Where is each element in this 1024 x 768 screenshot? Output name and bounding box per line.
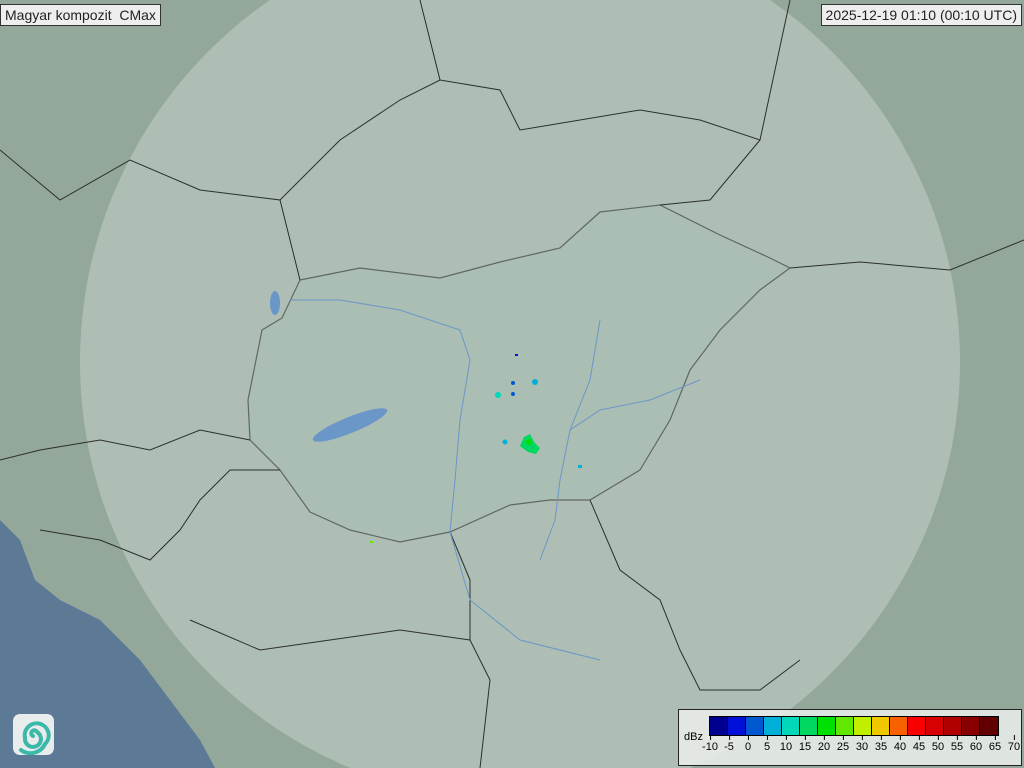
legend-tick-label: 70 xyxy=(1007,735,1021,753)
swirl-logo-icon xyxy=(19,721,51,756)
legend-swatch xyxy=(944,717,962,735)
legend-tick-label: 5 xyxy=(763,735,771,753)
radar-echo xyxy=(502,439,508,445)
legend-ticks: -10 -5 0 5 10 15 20 25 30 35 40 45 50 55 60 65 70 xyxy=(702,735,1024,761)
legend-swatch xyxy=(746,717,764,735)
legend-tick-label: 45 xyxy=(912,735,926,753)
radar-echo xyxy=(578,465,582,468)
legend-swatch xyxy=(728,717,746,735)
legend-unit: dBz xyxy=(684,731,703,743)
legend-swatch xyxy=(872,717,890,735)
legend-color-bar xyxy=(709,716,999,736)
lake-balaton xyxy=(312,408,388,442)
legend-swatch xyxy=(710,717,728,735)
legend-tick-label: 65 xyxy=(988,735,1002,753)
lake-neusiedl xyxy=(270,291,280,315)
radar-echo xyxy=(370,541,373,543)
hungary-border xyxy=(247,204,792,543)
legend-swatch xyxy=(782,717,800,735)
legend-swatch xyxy=(854,717,872,735)
legend-swatch xyxy=(926,717,944,735)
map-title: Magyar kompozit CMax xyxy=(0,4,161,26)
legend-tick-label: 50 xyxy=(931,735,945,753)
rivers xyxy=(290,299,701,661)
radar-echo xyxy=(526,439,532,445)
dbz-color-legend: dBz -10 -5 0 5 10 15 20 25 30 35 40 45 50 55 60 65 70 xyxy=(678,709,1022,766)
legend-swatch xyxy=(836,717,854,735)
legend-tick-label: 35 xyxy=(874,735,888,753)
legend-swatch xyxy=(962,717,980,735)
legend-tick-label: 30 xyxy=(855,735,869,753)
legend-swatch xyxy=(908,717,926,735)
legend-tick-label: 55 xyxy=(950,735,964,753)
legend-tick-label: 10 xyxy=(779,735,793,753)
radar-echo xyxy=(511,381,515,385)
legend-swatch xyxy=(800,717,818,735)
legend-swatch xyxy=(890,717,908,735)
radar-echoes xyxy=(370,354,582,543)
radar-echo xyxy=(511,392,515,396)
legend-tick-label: -5 xyxy=(724,735,734,753)
radar-echo xyxy=(495,392,501,398)
adriatic-sea xyxy=(0,520,215,768)
legend-swatch xyxy=(764,717,782,735)
legend-tick-label: -10 xyxy=(702,735,718,753)
legend-swatch xyxy=(818,717,836,735)
legend-tick-label: 20 xyxy=(817,735,831,753)
legend-tick-label: 40 xyxy=(893,735,907,753)
legend-tick-label: 25 xyxy=(836,735,850,753)
timestamp: 2025-12-19 01:10 (00:10 UTC) xyxy=(820,4,1022,26)
legend-tick-label: 15 xyxy=(798,735,812,753)
legend-tick-label: 60 xyxy=(969,735,983,753)
radar-echo xyxy=(515,354,518,356)
logo[interactable] xyxy=(13,714,54,756)
radar-echo xyxy=(532,379,538,385)
legend-swatch xyxy=(980,717,998,735)
legend-tick-label: 0 xyxy=(744,735,752,753)
